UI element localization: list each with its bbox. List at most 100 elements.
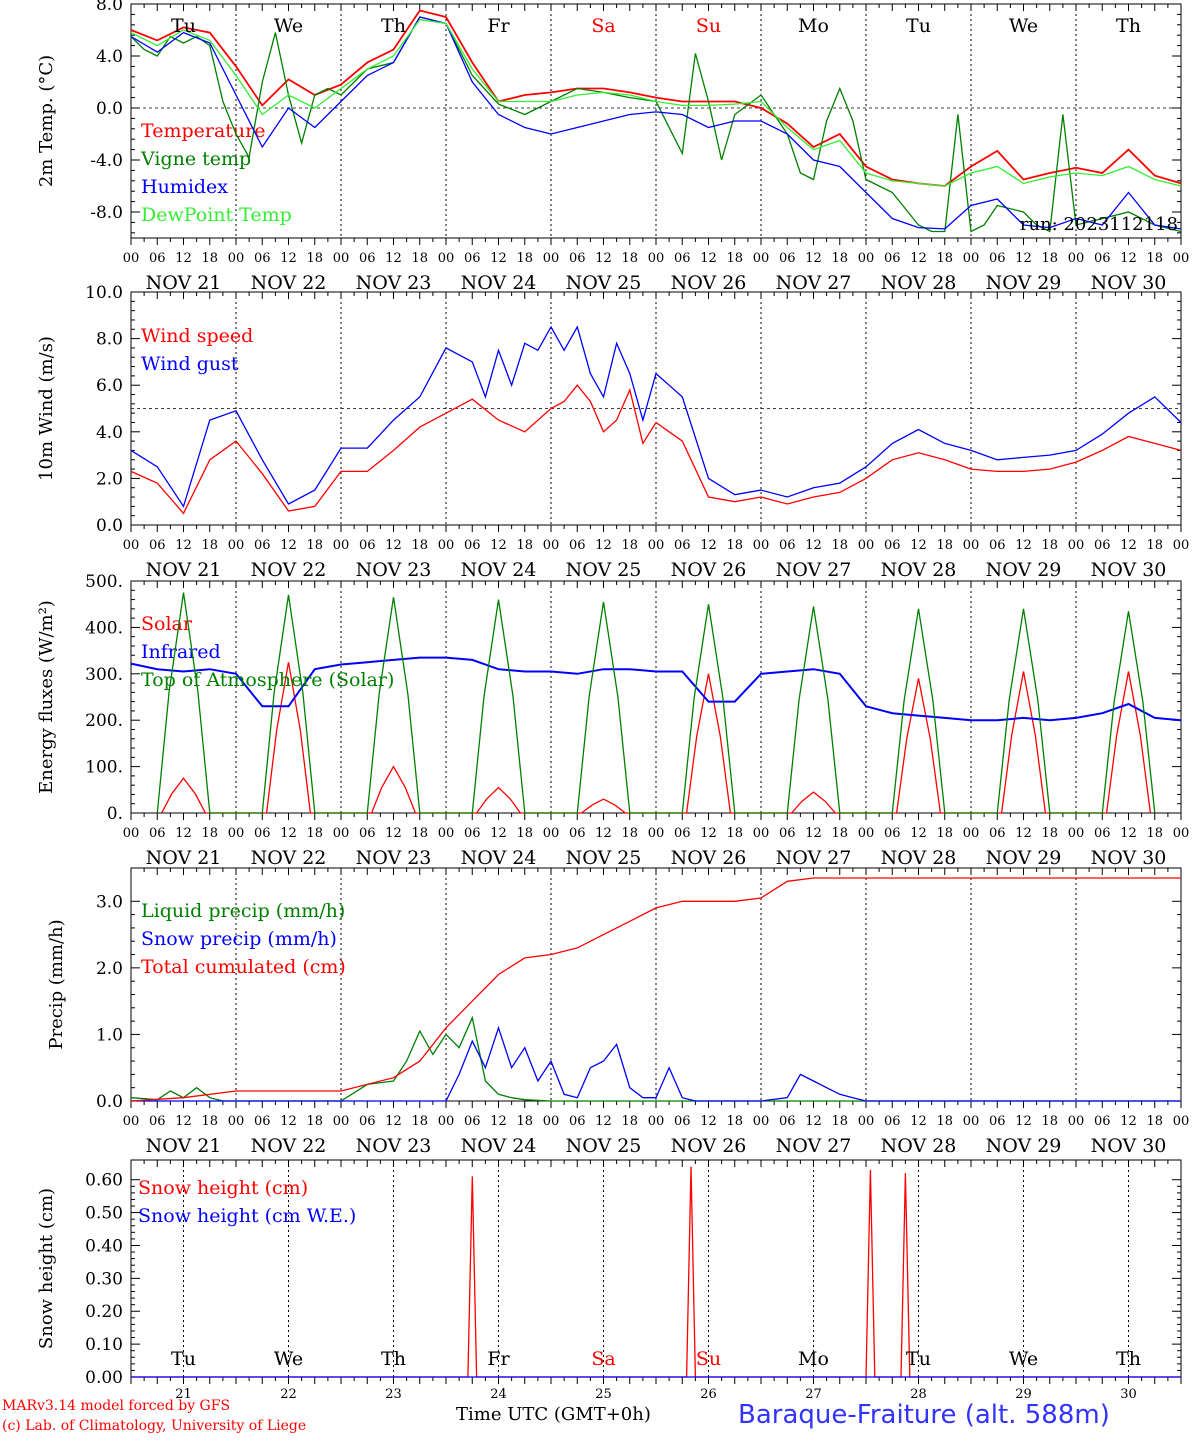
- wind-hour-label: 00: [963, 538, 980, 553]
- precip-legend-entry: Liquid precip (mm/h): [141, 900, 345, 922]
- snow-day-number: 22: [280, 1387, 297, 1402]
- precip-hour-label: 12: [595, 1114, 612, 1129]
- energy-hour-label: 00: [1068, 826, 1085, 841]
- precip-date-label: NOV 26: [671, 1135, 747, 1157]
- temp-y-tick-label: 8.0: [96, 0, 123, 15]
- wind-date-label: NOV 29: [986, 559, 1062, 581]
- precip-legend-entry: Snow precip (mm/h): [141, 928, 337, 950]
- temp-hour-label: 12: [280, 251, 297, 266]
- temp-hour-label: 06: [989, 251, 1006, 266]
- temp-hour-label: 06: [464, 251, 481, 266]
- precip-hour-label: 00: [1173, 1114, 1190, 1129]
- precip-hour-label: 18: [1146, 1114, 1163, 1129]
- temp-series-dewpoint-temp: [130, 18, 1182, 187]
- energy-legend-entry: Top of Atmosphere (Solar): [141, 669, 394, 691]
- energy-hour-label: 06: [359, 826, 376, 841]
- precip-hour-label: 12: [385, 1114, 402, 1129]
- snow-y-tick-label: 0.00: [85, 1368, 123, 1388]
- precip-hour-label: 06: [989, 1114, 1006, 1129]
- wind-y-tick-label: 6.0: [96, 376, 123, 396]
- precip-hour-label: 12: [700, 1114, 717, 1129]
- precip-series-liquid-precip-mm-h-: [130, 1015, 1181, 1102]
- energy-hour-label: 00: [963, 826, 980, 841]
- wind-y-tick-label: 4.0: [96, 423, 123, 443]
- wind-hour-label: 00: [123, 538, 140, 553]
- energy-date-label: NOV 28: [881, 847, 957, 869]
- temp-hour-label: 12: [595, 251, 612, 266]
- temp-hour-label: 00: [543, 251, 560, 266]
- energy-hour-label: 18: [201, 826, 218, 841]
- temp-day-name: Su: [696, 15, 721, 37]
- temp-date-label: NOV 27: [776, 272, 852, 294]
- temp-hour-label: 18: [621, 251, 638, 266]
- station-label: Baraque-Fraiture (alt. 588m): [738, 1400, 1110, 1430]
- temp-hour-label: 18: [831, 251, 848, 266]
- snow-day-number: 28: [910, 1387, 927, 1402]
- precip-hour-label: 06: [359, 1114, 376, 1129]
- wind-hour-label: 12: [1015, 538, 1032, 553]
- wind-hour-label: 12: [700, 538, 717, 553]
- wind-hour-label: 06: [779, 538, 796, 553]
- wind-hour-label: 12: [1120, 538, 1137, 553]
- energy-hour-label: 06: [149, 826, 166, 841]
- temp-hour-label: 06: [674, 251, 691, 266]
- precip-hour-label: 18: [516, 1114, 533, 1129]
- temp-legend-entry: DewPoint Temp: [141, 204, 292, 226]
- energy-y-tick-label: 300.: [85, 665, 123, 685]
- wind-hour-label: 12: [490, 538, 507, 553]
- temp-hour-label: 12: [1120, 251, 1137, 266]
- precip-hour-label: 00: [228, 1114, 245, 1129]
- snow-y-tick-label: 0.20: [85, 1302, 123, 1322]
- precip-hour-label: 18: [726, 1114, 743, 1129]
- precip-hour-label: 06: [1094, 1114, 1111, 1129]
- precip-y-tick-label: 0.0: [96, 1092, 123, 1112]
- wind-hour-label: 06: [884, 538, 901, 553]
- wind-hour-label: 12: [385, 538, 402, 553]
- energy-hour-label: 18: [516, 826, 533, 841]
- snow-legend-entry: Snow height (cm W.E.): [138, 1205, 356, 1227]
- energy-hour-label: 18: [1041, 826, 1058, 841]
- energy-hour-label: 12: [910, 826, 927, 841]
- precip-hour-label: 12: [1015, 1114, 1032, 1129]
- energy-hour-label: 00: [228, 826, 245, 841]
- snow-day-name: We: [274, 1348, 303, 1370]
- snow-day-number: 24: [490, 1387, 507, 1402]
- wind-date-label: NOV 28: [881, 559, 957, 581]
- wind-hour-label: 00: [1173, 538, 1190, 553]
- precip-hour-label: 12: [490, 1114, 507, 1129]
- temp-hour-label: 00: [858, 251, 875, 266]
- precip-hour-label: 06: [884, 1114, 901, 1129]
- wind-legend-entry: Wind gust: [141, 353, 239, 375]
- wind-hour-label: 18: [411, 538, 428, 553]
- temp-hour-label: 06: [359, 251, 376, 266]
- temp-series-humidex: [130, 16, 1182, 230]
- wind-hour-label: 12: [910, 538, 927, 553]
- temp-hour-label: 06: [254, 251, 271, 266]
- precip-hour-label: 06: [779, 1114, 796, 1129]
- wind-hour-label: 06: [674, 538, 691, 553]
- precip-hour-label: 00: [333, 1114, 350, 1129]
- snow-y-tick-label: 0.30: [85, 1269, 123, 1289]
- wind-legend-entry: Wind speed: [141, 325, 253, 347]
- temp-hour-label: 12: [175, 251, 192, 266]
- precip-legend-entry: Total cumulated (cm): [141, 956, 346, 978]
- temp-date-label: NOV 30: [1091, 272, 1167, 294]
- snow-y-tick-label: 0.60: [85, 1171, 123, 1191]
- wind-y-tick-label: 0.0: [96, 516, 123, 536]
- energy-y-tick-label: 0.: [107, 804, 123, 824]
- snow-day-number: 27: [805, 1387, 822, 1402]
- energy-series-top-of-atmosphere-solar-: [156, 592, 1156, 814]
- energy-hour-label: 00: [543, 826, 560, 841]
- precip-hour-label: 00: [438, 1114, 455, 1129]
- energy-hour-label: 06: [989, 826, 1006, 841]
- lab-credit: (c) Lab. of Climatology, University of L…: [2, 1418, 307, 1434]
- energy-hour-label: 12: [1015, 826, 1032, 841]
- precip-hour-label: 18: [1041, 1114, 1058, 1129]
- temp-y-tick-label: 0.0: [96, 99, 123, 119]
- wind-hour-label: 00: [438, 538, 455, 553]
- wind-y-tick-label: 2.0: [96, 469, 123, 489]
- temp-date-label: NOV 24: [461, 272, 537, 294]
- temp-y-tick-label: -4.0: [90, 151, 123, 171]
- temp-hour-label: 06: [569, 251, 586, 266]
- precip-hour-label: 18: [621, 1114, 638, 1129]
